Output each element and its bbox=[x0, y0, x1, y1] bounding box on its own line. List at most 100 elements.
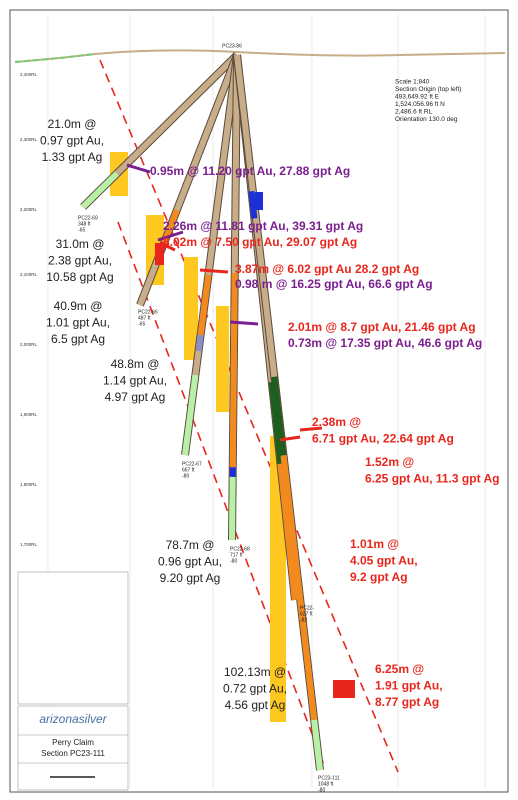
scale-info: Orientation 130.0 deg bbox=[395, 116, 458, 123]
hole-lithology bbox=[195, 334, 204, 352]
elevation-label: 2,100RL bbox=[20, 272, 38, 277]
assay-annotation: 6.71 gpt Au, 22.64 gpt Ag bbox=[312, 432, 454, 446]
assay-annotation: 40.9m @ bbox=[54, 299, 103, 313]
elevation-label: 2,300RL bbox=[20, 137, 38, 142]
assay-marker bbox=[199, 268, 229, 274]
company-logo: arizonasilver bbox=[39, 712, 107, 726]
assay-annotation: 0.97 gpt Au, bbox=[40, 134, 104, 148]
assay-annotation: 48.8m @ bbox=[111, 357, 160, 371]
assay-annotation: 6.25 gpt Au, 11.3 gpt Ag bbox=[365, 472, 499, 486]
assay-annotation: 4.56 gpt Ag bbox=[225, 698, 286, 712]
assay-annotation: 1.01m @ bbox=[350, 537, 399, 551]
elevation-label: 2,200RL bbox=[20, 207, 38, 212]
hole-lithology bbox=[268, 381, 284, 465]
topography bbox=[14, 49, 506, 63]
hole-lithology bbox=[248, 190, 258, 219]
assay-annotation: 4.05 gpt Au, bbox=[350, 554, 418, 568]
assay-annotation: 0.72 gpt Au, bbox=[223, 682, 287, 696]
scale-info: 1,524,056.96 ft N bbox=[395, 101, 445, 108]
elevation-label: 1,800RL bbox=[20, 482, 38, 487]
hole-label: -80 bbox=[318, 787, 325, 793]
assay-marker bbox=[299, 426, 323, 432]
assay-annotation: 1.14 gpt Au, bbox=[103, 374, 167, 388]
title-block bbox=[17, 705, 129, 791]
scale-info: 2,486.6 ft RL bbox=[395, 109, 433, 116]
assay-annotation: 3.87m @ 6.02 gpt Au 28.2 gpt Ag bbox=[235, 262, 419, 276]
hole-lithology bbox=[229, 273, 238, 468]
hole-label: 717 ft bbox=[230, 552, 243, 558]
assay-marker bbox=[333, 680, 355, 698]
assay-annotation: 9.20 gpt Ag bbox=[160, 571, 221, 585]
elevation-label: 2,400RL bbox=[20, 72, 38, 77]
assay-annotation: 1.52m @ bbox=[365, 455, 414, 469]
mineralized-zone-boundary bbox=[99, 59, 399, 773]
assay-marker bbox=[155, 243, 164, 265]
assay-annotation: 1.33 gpt Ag bbox=[42, 150, 103, 164]
assay-marker bbox=[279, 435, 301, 442]
scale-info: 493,649.92 ft E bbox=[395, 94, 440, 101]
drill-holes bbox=[80, 52, 355, 771]
topography-left bbox=[14, 53, 96, 63]
assay-annotation: 0.98 m @ 16.25 gpt Au, 66.6 gpt Ag bbox=[235, 277, 433, 291]
hole-lithology bbox=[311, 719, 323, 771]
assay-annotation: 9.2 gpt Ag bbox=[350, 570, 408, 584]
assay-marker bbox=[157, 230, 184, 242]
hole-lithology bbox=[277, 463, 298, 601]
hole-lithology bbox=[229, 476, 236, 541]
hole-label: 1048 ft bbox=[318, 781, 334, 787]
legend-box bbox=[17, 571, 129, 705]
collar-label: PC23-86 bbox=[222, 43, 242, 49]
hole-label: 487 ft bbox=[138, 315, 151, 321]
elevation-label: 1,900RL bbox=[20, 412, 38, 417]
hole-label: PC22-69 bbox=[78, 215, 98, 221]
scale-info: Section Origin (top left) bbox=[395, 86, 461, 93]
assay-annotation: 6.5 gpt Ag bbox=[51, 332, 105, 346]
assay-annotation: 2.26m @ 11.81 gpt Au, 39.31 gpt Ag bbox=[163, 219, 363, 233]
assay-annotation: 31.0m @ bbox=[56, 237, 105, 251]
hole-label: -65 bbox=[138, 321, 145, 327]
assay-annotation: 8.02m @ 7.50 gpt Au, 29.07 gpt Ag bbox=[163, 235, 357, 249]
assay-annotation: 21.0m @ bbox=[48, 117, 97, 131]
hole-lithology bbox=[271, 376, 287, 456]
hole-label: -65 bbox=[78, 227, 85, 233]
assay-marker bbox=[229, 320, 259, 326]
assay-annotation: 0.96 gpt Au, bbox=[158, 555, 222, 569]
elevation-label: 2,000RL bbox=[20, 342, 38, 347]
hole-lithology bbox=[80, 171, 119, 210]
assay-annotation: 2.38 gpt Au, bbox=[48, 254, 112, 268]
assay-annotation: 4.97 gpt Ag bbox=[105, 390, 166, 404]
section-name: Section PC23-111 bbox=[41, 749, 105, 758]
assay-annotation: 0.73m @ 17.35 gpt Au, 46.6 gpt Ag bbox=[288, 336, 482, 350]
assay-annotation: 102.13m @ bbox=[224, 665, 286, 679]
assay-annotation: 1.91 gpt Au, bbox=[375, 679, 443, 693]
elevation-label: 1,700RL bbox=[20, 542, 38, 547]
assay-annotation: 8.77 gpt Ag bbox=[375, 695, 439, 709]
assay-annotation: 78.7m @ bbox=[166, 538, 215, 552]
hole-label: 627 ft bbox=[300, 611, 313, 617]
hole-label: PC22- bbox=[300, 605, 315, 611]
hole-lithology bbox=[197, 274, 212, 336]
fault-marker bbox=[255, 192, 263, 210]
hole-lithology bbox=[280, 455, 318, 721]
hole-label: PC23-111 bbox=[318, 775, 340, 781]
hole-label: PC22-66 bbox=[138, 309, 158, 315]
hole-lithology bbox=[182, 374, 199, 456]
scale-info: Scale 1:840 bbox=[395, 79, 430, 86]
hole-label: 348 ft bbox=[78, 221, 91, 227]
project-name: Perry Claim bbox=[52, 738, 94, 747]
hole-label: 667 ft bbox=[182, 467, 195, 473]
hole-label: PC22-67 bbox=[182, 461, 202, 467]
intercept-band bbox=[184, 257, 198, 360]
intercept-band bbox=[216, 306, 229, 412]
assay-annotation: 2.38m @ bbox=[312, 415, 361, 429]
assay-annotation: 10.58 gpt Ag bbox=[46, 270, 113, 284]
assay-annotation: 0.95m @ 11.20 gpt Au, 27.88 gpt Ag bbox=[150, 164, 350, 178]
hole-label: -80 bbox=[230, 558, 237, 564]
assay-marker bbox=[126, 163, 151, 174]
assay-annotation: 1.01 gpt Au, bbox=[46, 316, 110, 330]
hole-label: PC22-68 bbox=[230, 546, 250, 552]
hole-label: -80 bbox=[182, 473, 189, 479]
assay-annotation: 6.25m @ bbox=[375, 662, 424, 676]
hole-label: -82 bbox=[300, 617, 307, 623]
